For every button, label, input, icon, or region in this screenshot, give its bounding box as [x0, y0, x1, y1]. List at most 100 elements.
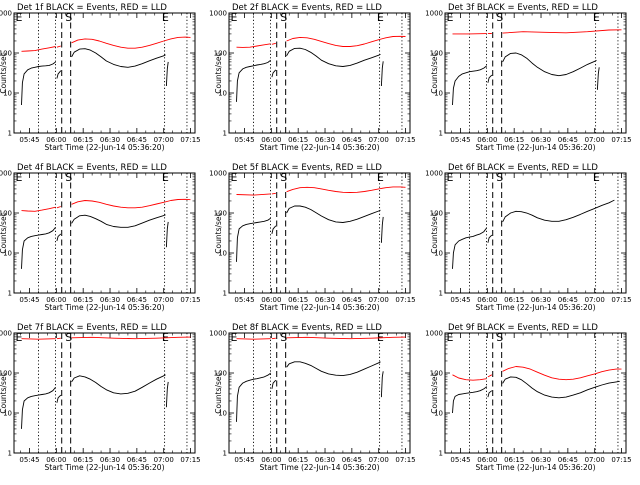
lld-series-line: [272, 338, 276, 339]
lld-series-line: [503, 30, 622, 33]
panel-det-3: Det 3f BLACK = Events, RED = LLD11010010…: [425, 3, 631, 152]
panel-det-4: Det 4f BLACK = Events, RED = LLD11010010…: [0, 163, 201, 312]
panel-title: Det 1f BLACK = Events, RED = LLD: [17, 3, 167, 13]
lld-series-line: [72, 337, 191, 339]
event-marker-letter: E: [162, 11, 169, 24]
x-tick-label: 07:15: [395, 296, 415, 304]
lld-series-line: [272, 43, 276, 44]
x-axis-label: Start Time (22-Jun-14 05:36:20): [260, 143, 380, 152]
x-tick-label: 05:45: [19, 136, 39, 144]
x-tick-label: 05:45: [19, 296, 39, 304]
x-tick-label: 05:45: [450, 136, 470, 144]
panel-title: Det 8f BLACK = Events, RED = LLD: [232, 323, 382, 333]
lld-series-line: [57, 207, 61, 208]
event-marker-letter: E: [231, 331, 238, 344]
x-axis-label: Start Time (22-Jun-14 05:36:20): [45, 143, 165, 152]
y-tick-label: 1000: [0, 170, 12, 178]
panel-title: Det 4f BLACK = Events, RED = LLD: [17, 163, 167, 173]
y-tick-label: 1000: [425, 10, 443, 18]
y-tick-label: 1: [439, 130, 443, 138]
panel-det-8: Det 8f BLACK = Events, RED = LLD11010010…: [209, 323, 415, 472]
events-series-line: [166, 62, 168, 86]
x-tick-label: 05:45: [234, 136, 254, 144]
events-series-line: [57, 71, 61, 79]
event-marker-letter: E: [447, 11, 454, 24]
events-series-line: [597, 67, 599, 90]
events-series-line: [166, 382, 168, 407]
x-tick-label: 07:15: [180, 456, 200, 464]
panel-title: Det 5f BLACK = Events, RED = LLD: [232, 163, 382, 173]
panel-det-6: Det 6f BLACK = Events, RED = LLD11010010…: [425, 163, 631, 312]
events-series-line: [488, 391, 492, 397]
x-axis-label: Start Time (22-Jun-14 05:36:20): [45, 303, 165, 312]
panel-det-2: Det 2f BLACK = Events, RED = LLD11010010…: [209, 3, 415, 152]
y-tick-label: 1: [8, 450, 12, 458]
plot-frame: [14, 333, 195, 453]
lld-series-line: [272, 193, 276, 194]
event-marker-letter: S: [280, 171, 287, 184]
lld-series-line: [57, 46, 61, 47]
x-axis-label: Start Time (22-Jun-14 05:36:20): [260, 303, 380, 312]
lld-series-line: [57, 338, 61, 339]
y-axis-label: Counts/sec: [430, 212, 439, 253]
event-marker-letter: E: [231, 11, 238, 24]
event-marker-letter: S: [496, 331, 503, 344]
events-series-line: [488, 235, 492, 243]
events-series-line: [57, 395, 61, 403]
y-tick-label: 1000: [209, 330, 227, 338]
events-series-line: [453, 387, 487, 414]
panel-title: Det 3f BLACK = Events, RED = LLD: [448, 3, 598, 13]
plot-frame: [14, 13, 195, 133]
events-series-line: [287, 362, 381, 376]
event-marker-letter: E: [593, 171, 600, 184]
y-tick-label: 1000: [425, 170, 443, 178]
lld-series-line: [503, 367, 622, 380]
events-series-line: [72, 49, 166, 68]
event-marker-letter: S: [496, 171, 503, 184]
lld-series-line: [488, 375, 492, 377]
x-tick-label: 07:15: [611, 296, 631, 304]
events-series-line: [272, 70, 276, 77]
y-axis-label: Counts/sec: [430, 52, 439, 93]
events-series-line: [72, 215, 166, 228]
y-axis-label: Counts/sec: [0, 372, 8, 413]
x-axis-label: Start Time (22-Jun-14 05:36:20): [45, 463, 165, 472]
lld-series-line: [72, 199, 191, 208]
panel-title: Det 2f BLACK = Events, RED = LLD: [232, 3, 382, 13]
events-series-line: [488, 75, 492, 83]
plot-frame: [445, 333, 626, 453]
event-marker-letter: E: [16, 171, 23, 184]
events-series-line: [237, 373, 271, 422]
x-tick-label: 05:45: [19, 456, 39, 464]
plot-frame: [229, 333, 410, 453]
event-marker-letter: E: [377, 171, 384, 184]
event-marker-letter: S: [65, 171, 72, 184]
lld-series-line: [287, 36, 406, 46]
y-axis-label: Counts/sec: [0, 212, 8, 253]
y-tick-label: 1000: [0, 330, 12, 338]
x-tick-label: 05:45: [234, 296, 254, 304]
event-marker-letter: S: [280, 11, 287, 24]
y-tick-label: 1: [223, 130, 227, 138]
lld-series-line: [237, 339, 271, 340]
x-axis-label: Start Time (22-Jun-14 05:36:20): [476, 143, 596, 152]
y-axis-label: Counts/sec: [214, 372, 223, 413]
panel-det-1: Det 1f BLACK = Events, RED = LLD11010010…: [0, 3, 201, 152]
event-marker-letter: E: [231, 171, 238, 184]
panel-det-9: Det 9f BLACK = Events, RED = LLD11010010…: [425, 323, 631, 472]
x-tick-label: 05:45: [450, 456, 470, 464]
plot-frame: [229, 173, 410, 293]
events-series-line: [503, 53, 597, 76]
events-series-line: [381, 61, 383, 86]
y-axis-label: Counts/sec: [214, 52, 223, 93]
y-tick-label: 1000: [425, 330, 443, 338]
y-tick-label: 1: [223, 450, 227, 458]
events-series-line: [272, 380, 276, 389]
x-tick-label: 07:15: [180, 296, 200, 304]
panel-det-7: Det 7f BLACK = Events, RED = LLD11010010…: [0, 323, 201, 472]
plot-frame: [445, 173, 626, 293]
events-series-line: [287, 206, 381, 223]
events-series-line: [272, 226, 276, 234]
panel-det-5: Det 5f BLACK = Events, RED = LLD11010010…: [209, 163, 415, 312]
